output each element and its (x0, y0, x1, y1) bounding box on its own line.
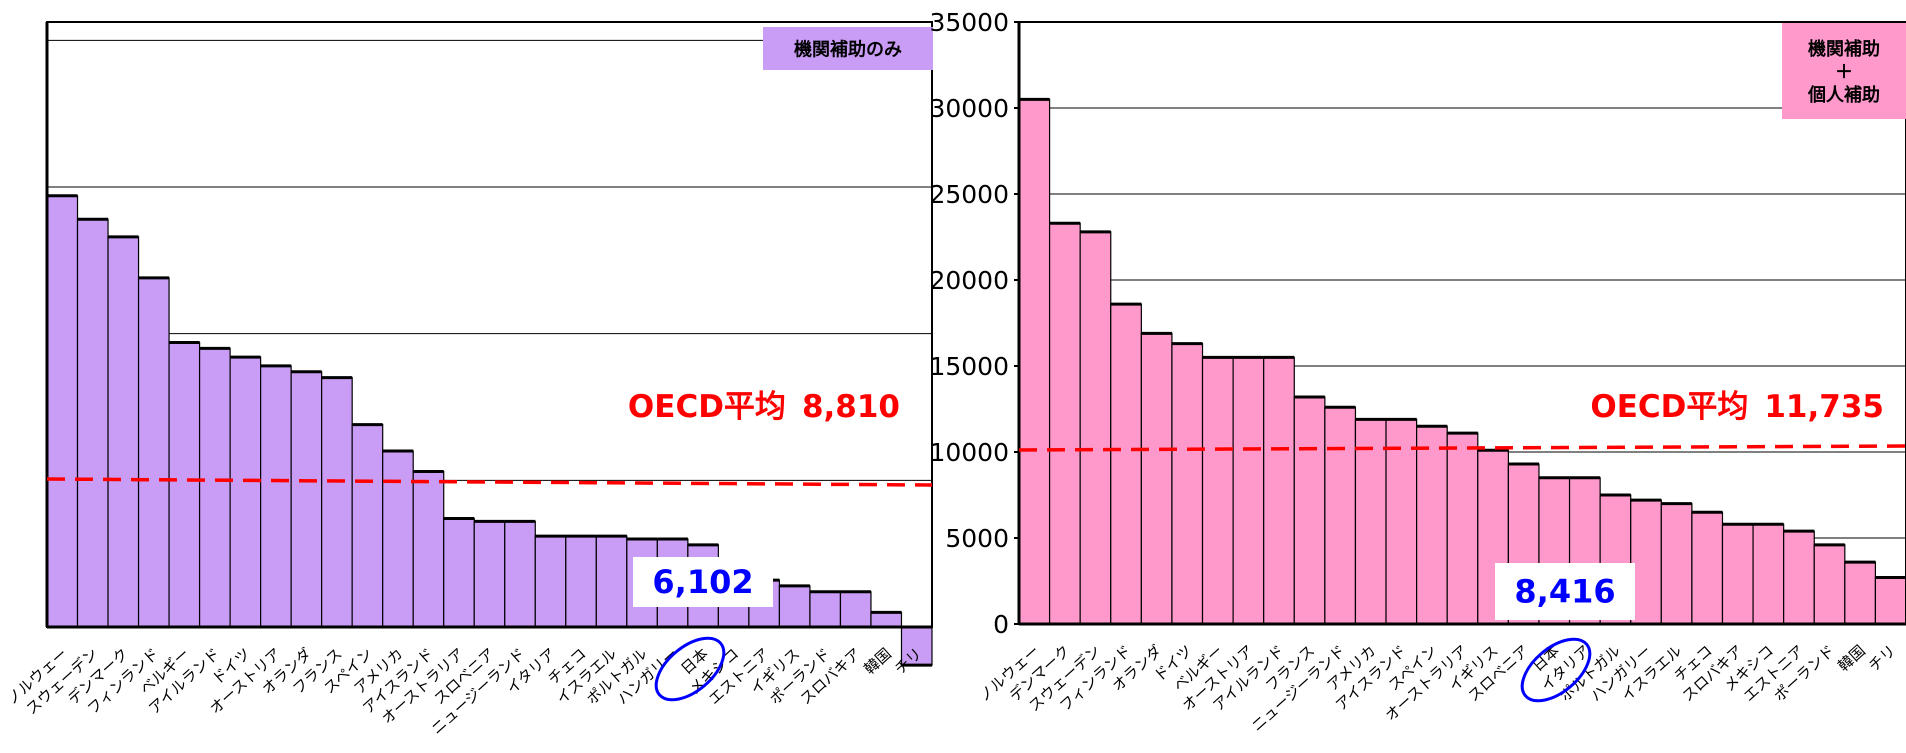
bar (382, 450, 414, 628)
bar (1783, 530, 1815, 625)
bar (1813, 544, 1846, 625)
bar (198, 347, 231, 628)
bar (1446, 432, 1479, 625)
bar (229, 356, 262, 628)
bar (1110, 303, 1142, 625)
japan-value-text: 8,416 (1514, 573, 1615, 611)
series-label-box (1782, 23, 1906, 119)
bar (595, 535, 628, 628)
bar (76, 218, 109, 628)
series-label-text: ＋ (1835, 62, 1853, 83)
bar (1048, 222, 1081, 625)
y-tick-label: 10000 (929, 438, 1009, 467)
bar (321, 377, 353, 628)
series-label-text: 個人補助 (1807, 84, 1880, 106)
bar (778, 585, 811, 628)
bar (504, 520, 536, 628)
bar (46, 195, 79, 628)
category-label: 韓国 (1834, 642, 1868, 675)
bar (351, 424, 384, 628)
bar (870, 611, 903, 628)
bar (565, 535, 597, 628)
bar (1630, 499, 1662, 625)
bar (839, 591, 872, 628)
bar (260, 365, 292, 628)
y-tick-label: 0 (993, 610, 1009, 639)
bar (1660, 503, 1693, 625)
bar (1416, 425, 1448, 625)
bar (1018, 98, 1051, 625)
bar (412, 470, 445, 628)
bar (290, 371, 323, 628)
bar (1752, 523, 1785, 625)
oecd-average-label: OECD平均 11,735 (1590, 389, 1884, 425)
oecd-average-name: OECD平均 (628, 389, 786, 425)
bar (443, 517, 475, 628)
japan-value-text: 6,102 (652, 563, 753, 601)
series-label-box (763, 27, 933, 70)
bar (1874, 576, 1906, 625)
japan-value-callout (633, 557, 773, 607)
bar (1324, 406, 1357, 625)
y-tick-label: 15000 (929, 352, 1009, 381)
bar (168, 341, 201, 628)
oecd-average-label: OECD平均 8,810 (628, 389, 900, 425)
bar (1171, 343, 1204, 625)
bar (1140, 332, 1173, 625)
bar (1263, 356, 1295, 625)
bar (1293, 396, 1326, 625)
y-tick-label: 25000 (929, 180, 1009, 209)
bar (473, 520, 506, 628)
bar (107, 236, 140, 628)
y-tick-label: 30000 (929, 94, 1009, 123)
japan-highlight-ellipse (1520, 637, 1592, 703)
oecd-average-value: 11,735 (1764, 389, 1884, 425)
oecd-average-line (1018, 444, 1906, 452)
oecd-average-name: OECD平均 (1590, 389, 1748, 425)
bar (809, 591, 842, 628)
y-tick-label: 20000 (929, 266, 1009, 295)
series-label-text: 機関補助 (1808, 38, 1880, 60)
bar (1079, 231, 1112, 625)
bar (1232, 356, 1265, 625)
category-label: チリ (1865, 642, 1899, 675)
bar (1844, 561, 1877, 625)
oecd-average-value: 8,810 (802, 389, 900, 425)
bar (1691, 511, 1724, 625)
bar (1201, 356, 1234, 625)
oecd-average-line (46, 477, 933, 487)
japan-highlight-ellipse (654, 636, 726, 702)
japan-value-callout (1495, 563, 1635, 620)
bar (1721, 523, 1754, 625)
left-chart-panel: ノルウェースウェーデンデンマークフィンランドベルギーアイルランドドイツオーストリ… (3, 21, 933, 738)
category-label: 韓国 (861, 645, 895, 678)
right-chart-panel: 05000100001500020000250003000035000ノルウェー… (929, 8, 1906, 735)
y-tick-label: 5000 (945, 524, 1009, 553)
series-label-text: 機関補助のみ (794, 39, 902, 61)
bar (534, 535, 567, 628)
bar (137, 277, 170, 628)
y-tick-label: 35000 (929, 8, 1009, 37)
